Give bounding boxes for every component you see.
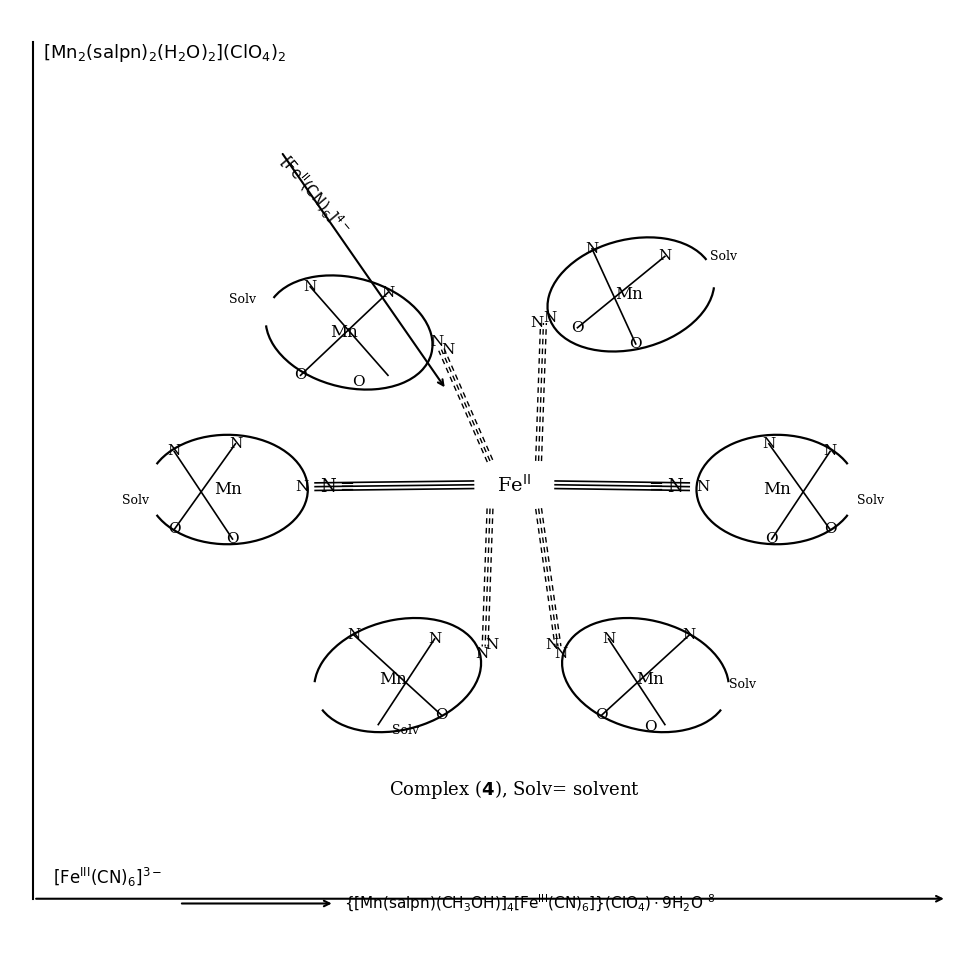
Text: Solv: Solv (729, 678, 757, 691)
Text: N: N (544, 311, 557, 325)
Text: O: O (294, 369, 307, 382)
Text: N: N (555, 647, 567, 661)
Text: Solv: Solv (122, 494, 149, 508)
Text: N: N (762, 437, 775, 451)
Text: N$\equiv$: N$\equiv$ (319, 478, 355, 495)
Text: O: O (596, 708, 608, 722)
Text: N: N (530, 316, 544, 330)
Text: $[\mathrm{Fe^{III}(CN)_6}]^{3-}$: $[\mathrm{Fe^{III}(CN)_6}]^{3-}$ (53, 866, 162, 889)
Text: N: N (602, 632, 615, 646)
Text: Mn: Mn (615, 286, 643, 303)
Text: N: N (430, 335, 443, 349)
Text: O: O (765, 532, 778, 546)
Text: Solv: Solv (858, 494, 885, 508)
Text: O: O (629, 337, 642, 351)
Text: N: N (428, 632, 441, 646)
Text: Mn: Mn (636, 671, 664, 688)
Text: N: N (823, 444, 837, 459)
Text: Solv: Solv (392, 724, 419, 736)
Text: N: N (682, 628, 696, 642)
Text: Solv: Solv (228, 293, 256, 305)
Text: N: N (295, 480, 309, 493)
Text: Mn: Mn (330, 324, 358, 341)
Text: O: O (644, 720, 657, 734)
Text: Mn: Mn (214, 481, 241, 498)
Text: Solv: Solv (710, 250, 737, 263)
Text: $\equiv$N: $\equiv$N (645, 478, 684, 495)
Text: O: O (571, 321, 584, 335)
Text: N: N (545, 637, 558, 652)
Text: O: O (435, 708, 448, 722)
Text: N: N (381, 285, 395, 300)
Text: Mn: Mn (762, 481, 791, 498)
Text: O: O (226, 532, 239, 546)
Text: Mn: Mn (379, 671, 407, 688)
Text: N: N (347, 628, 361, 642)
Text: N: N (585, 242, 599, 255)
Text: N: N (475, 647, 489, 661)
Text: N: N (441, 343, 455, 356)
Text: N: N (485, 637, 499, 652)
Text: Complex ($\mathbf{4}$), Solv= solvent: Complex ($\mathbf{4}$), Solv= solvent (389, 778, 640, 801)
Text: $[\mathrm{Mn_2(salpn)_2(H_2O)_2}](\mathrm{ClO_4})_2$: $[\mathrm{Mn_2(salpn)_2(H_2O)_2}](\mathr… (43, 42, 286, 64)
Text: N: N (304, 279, 317, 294)
Text: Fe$^{\mathsf{II}}$: Fe$^{\mathsf{II}}$ (497, 474, 531, 495)
Text: O: O (353, 375, 366, 389)
Text: $\{[\mathrm{Mn(salpn)(CH_3OH)}]_4[\mathrm{Fe^{III}(CN)_6}]\}(\mathrm{ClO_4})\cdo: $\{[\mathrm{Mn(salpn)(CH_3OH)}]_4[\mathr… (344, 893, 715, 914)
Text: N: N (228, 437, 242, 451)
Text: N: N (168, 444, 181, 459)
Text: N: N (696, 480, 710, 493)
Text: N: N (659, 250, 671, 263)
Text: O: O (168, 522, 180, 537)
Text: O: O (824, 522, 836, 537)
Text: $[\mathrm{Fe^{II}(CN)_6}]^{4-}$: $[\mathrm{Fe^{II}(CN)_6}]^{4-}$ (274, 152, 353, 240)
